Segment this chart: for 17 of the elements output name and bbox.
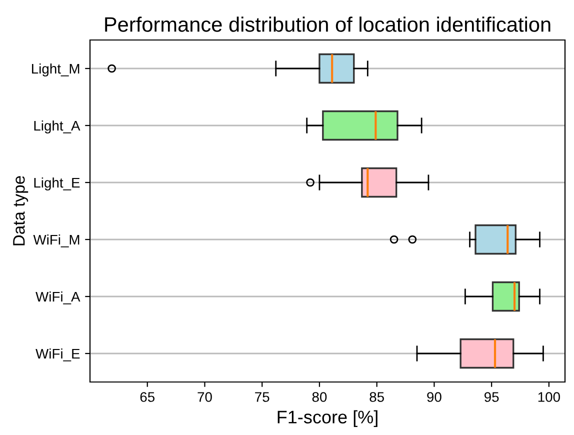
chart-title: Performance distribution of location identification (105, 16, 550, 32)
y-tick-label: Light_E (34, 177, 80, 190)
y-axis-title: Data type (13, 176, 28, 246)
y-tick-label: WiFi_E (36, 348, 80, 362)
x-tick-label: 65 (140, 392, 155, 402)
x-tick-label: 95 (484, 392, 499, 402)
x-tick-label: 90 (427, 392, 442, 402)
x-tick-label: 80 (312, 392, 327, 402)
x-tick-label: 100 (538, 392, 560, 402)
x-axis-title: F1-score [%] (278, 410, 378, 428)
y-tick-label: WiFi_M (33, 234, 80, 248)
y-tick-label: Light_M (32, 63, 80, 76)
y-tick-label: Light_A (34, 120, 80, 134)
x-tick-label: 70 (198, 392, 212, 402)
y-tick-label: WiFi_A (36, 291, 80, 304)
x-tick-label: 85 (370, 392, 384, 402)
x-tick-label: 75 (255, 392, 270, 402)
